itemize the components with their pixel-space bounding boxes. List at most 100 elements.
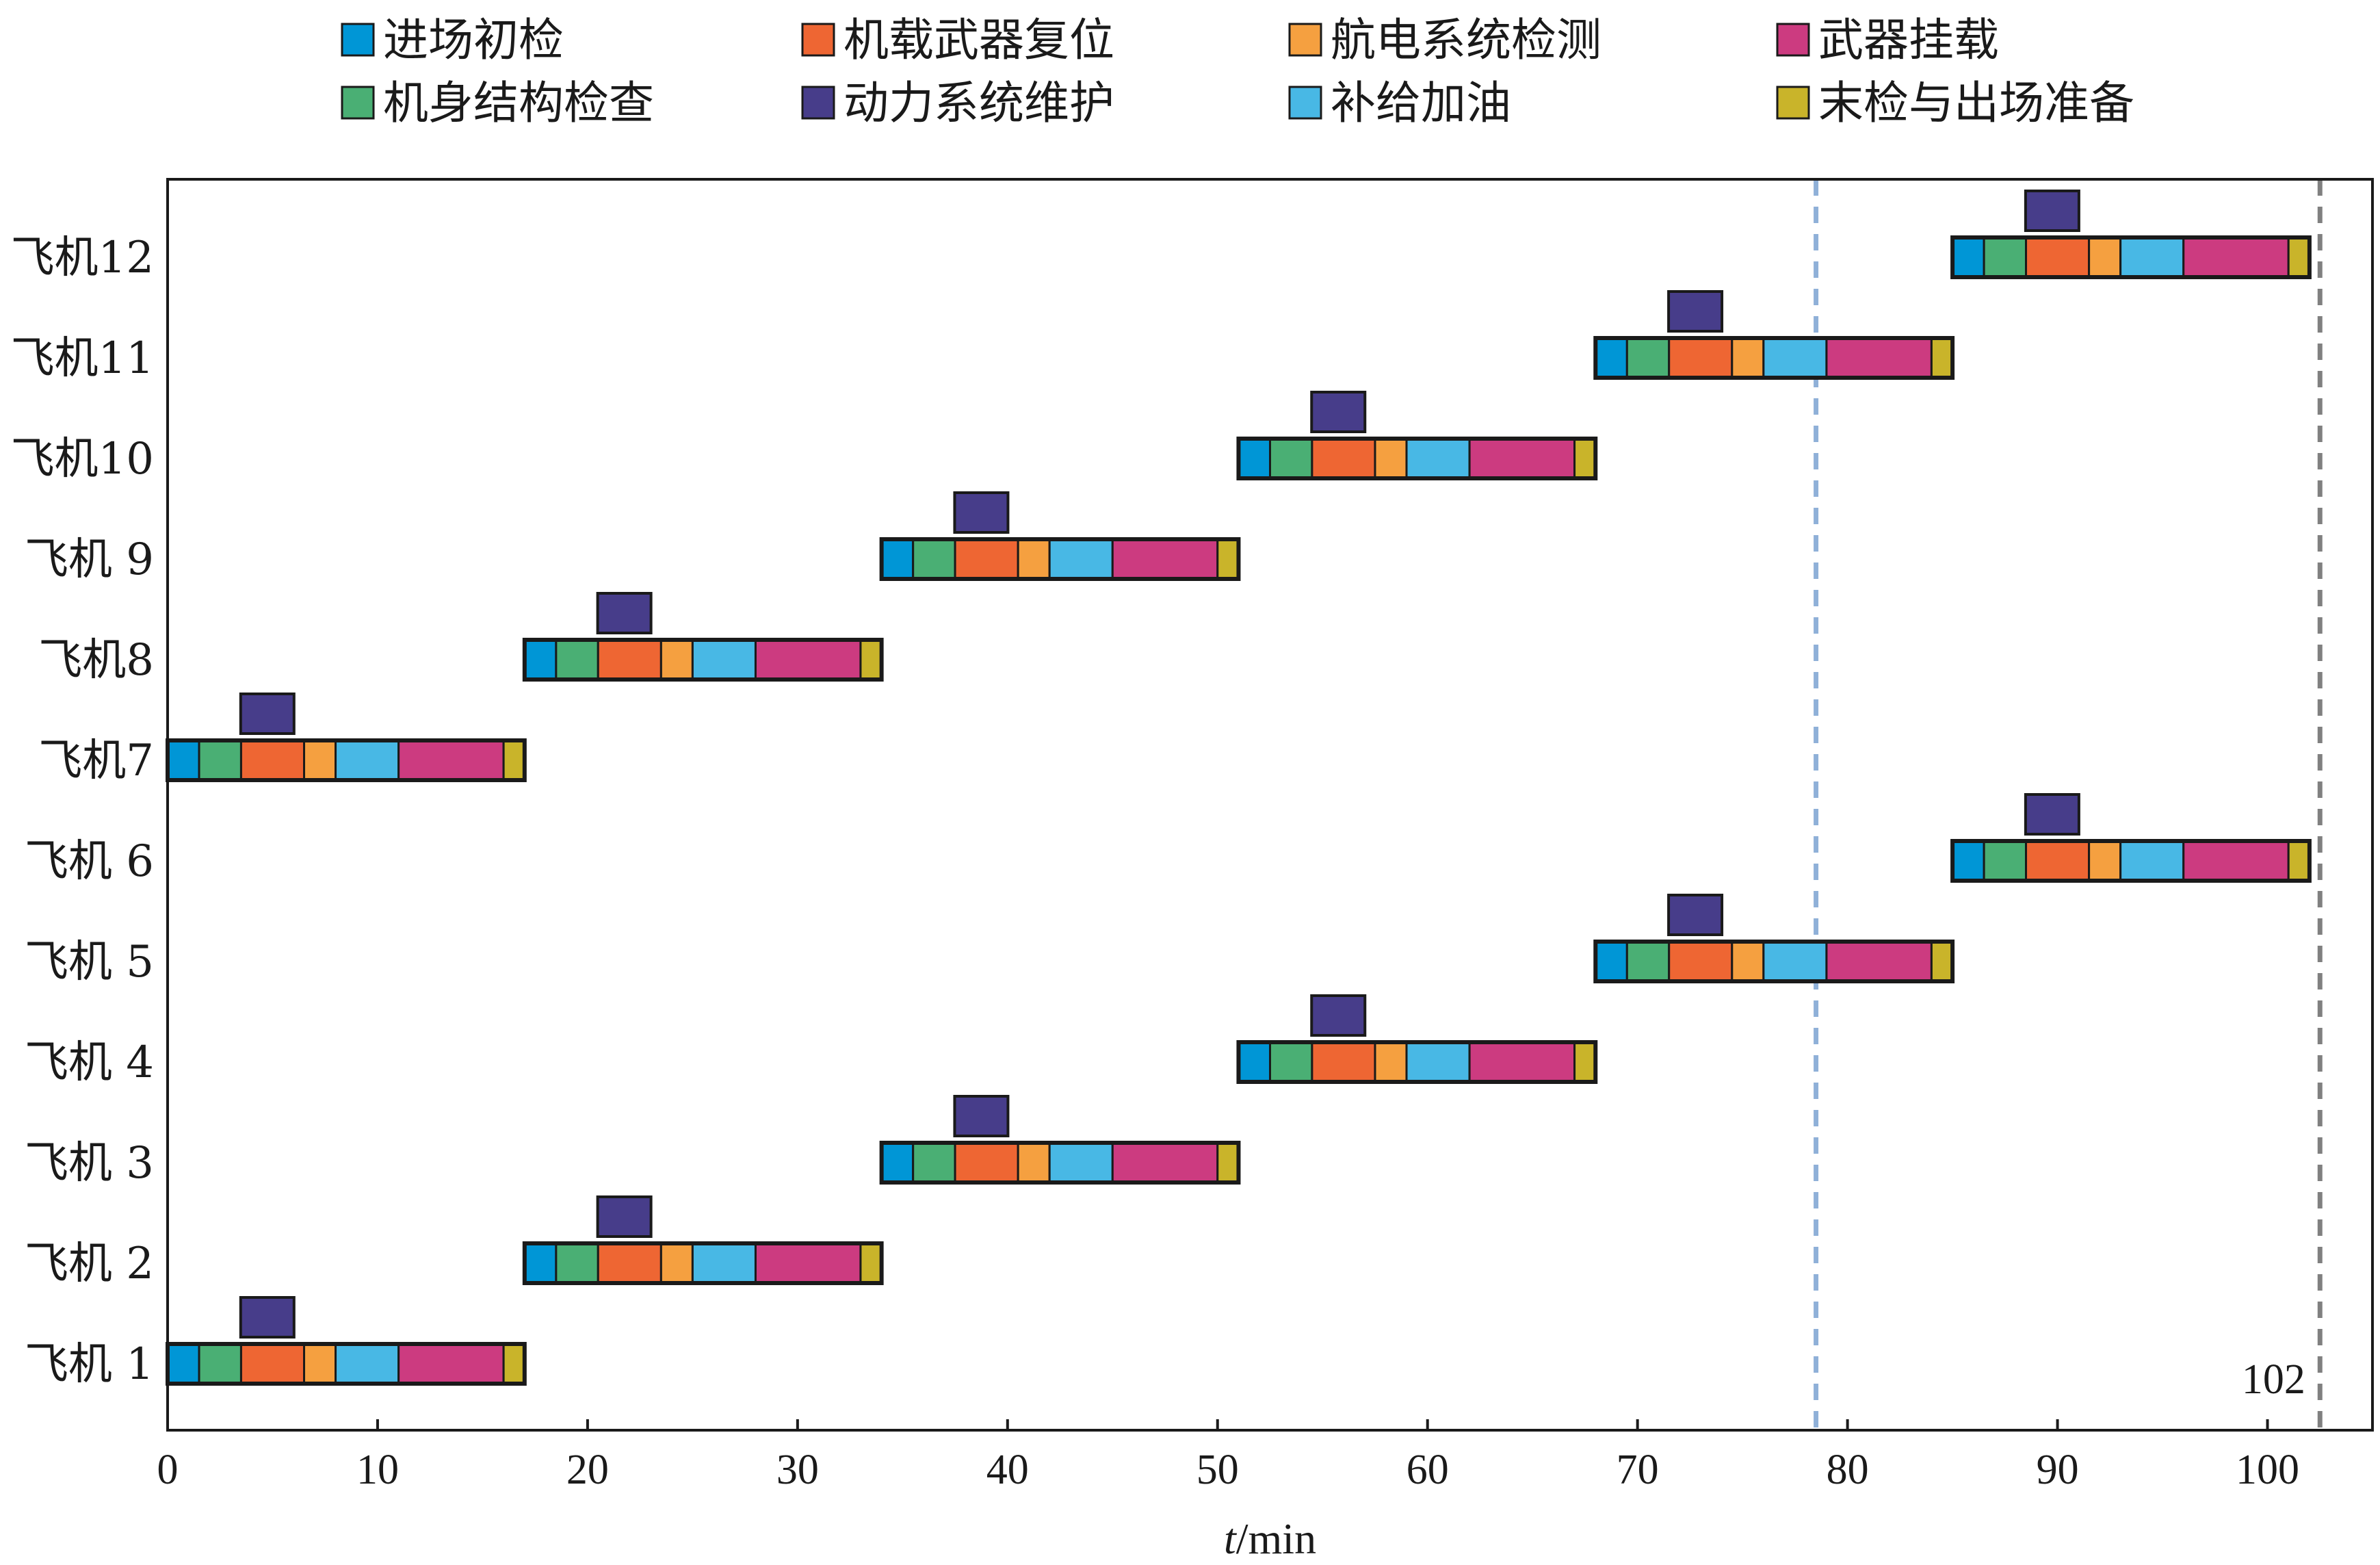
task-final [859, 1242, 883, 1284]
task-refuel [691, 638, 757, 681]
task-final [1573, 437, 1597, 480]
task-weapon_reset [597, 638, 662, 681]
task-entry [1594, 940, 1628, 983]
task-final [1930, 337, 1954, 379]
task-weapon_mount [1468, 1041, 1576, 1083]
x-axis-title: t/min [1224, 1514, 1316, 1563]
aircraft-row-3 [879, 1095, 1241, 1185]
task-final [1930, 940, 1954, 983]
task-entry [166, 739, 200, 781]
legend-label-weapon_reset: 机载武器复位 [844, 14, 1114, 66]
task-refuel [1048, 1141, 1114, 1184]
x-tick-label: 70 [1617, 1447, 1659, 1493]
task-weapon_reset [954, 1141, 1019, 1184]
y-tick-label: 飞机 1 [25, 1339, 154, 1390]
aircraft-row-9 [879, 491, 1241, 581]
plot-frame [166, 178, 2374, 1432]
legend-swatch-entry [341, 23, 375, 57]
task-structure [198, 739, 242, 781]
y-tick-label: 飞机12 [11, 233, 154, 283]
aircraft-row-1 [166, 1296, 527, 1386]
task-structure [555, 1242, 599, 1284]
y-tick-label: 飞机 4 [25, 1037, 154, 1088]
task-avionics [1731, 337, 1765, 379]
y-tick-label: 飞机 6 [25, 836, 154, 887]
task-avionics [2088, 236, 2122, 279]
task-weapon_reset [2025, 840, 2091, 882]
task-structure [198, 1343, 242, 1385]
task-avionics [1374, 437, 1408, 480]
task-bar-outline [1236, 437, 1598, 480]
x-axis-title-variable: t [1224, 1514, 1238, 1563]
legend-label-structure: 机身结构检查 [383, 77, 654, 129]
task-entry [880, 538, 915, 580]
task-power [596, 1195, 653, 1238]
task-entry [523, 1242, 558, 1284]
aircraft-row-4 [1236, 994, 1598, 1084]
task-final [2287, 840, 2311, 882]
task-structure [1269, 437, 1313, 480]
task-weapon_mount [1825, 337, 1933, 379]
task-weapon_reset [239, 739, 306, 781]
task-bar-outline [1236, 1040, 1598, 1084]
x-tick-label: 100 [2236, 1447, 2299, 1493]
aircraft-row-11 [1593, 290, 1955, 380]
task-power [2024, 793, 2080, 836]
aircraft-row-8 [522, 592, 884, 682]
task-avionics [1374, 1041, 1408, 1083]
task-weapon_reset [1668, 337, 1734, 379]
task-avionics [1017, 1141, 1051, 1184]
x-axis-title-unit: /min [1236, 1514, 1316, 1563]
task-weapon_mount [2182, 840, 2290, 882]
legend-swatch-avionics [1288, 23, 1322, 57]
y-tick-label: 飞机 2 [25, 1239, 154, 1289]
task-weapon_mount [754, 638, 862, 681]
legend-swatch-structure [341, 86, 375, 120]
task-structure [1625, 337, 1671, 379]
task-avionics [1731, 940, 1765, 983]
task-weapon_mount [397, 1343, 505, 1385]
task-bar-outline [879, 537, 1241, 581]
aircraft-row-10 [1236, 391, 1598, 480]
aircraft-row-2 [522, 1195, 884, 1285]
y-tick-label: 飞机10 [11, 434, 154, 484]
legend-label-weapon_mount: 武器挂载 [1818, 14, 1999, 66]
task-weapon_mount [1825, 940, 1933, 983]
legend-swatch-power [801, 86, 835, 120]
y-axis-labels: 飞机 1 飞机 2 飞机 3 飞机 4 飞机 5 飞机 6 飞机7 飞机8 飞机 9 飞机10 飞机… [11, 233, 154, 1390]
legend-swatch-final [1776, 86, 1810, 120]
task-refuel [691, 1242, 757, 1284]
task-bar-outline [522, 1241, 884, 1285]
task-structure [1983, 236, 2028, 279]
task-weapon_reset [954, 538, 1019, 580]
task-power [2024, 190, 2080, 232]
task-refuel [335, 1343, 400, 1385]
task-avionics [1017, 538, 1051, 580]
task-final [2287, 236, 2311, 279]
task-entry [1237, 437, 1272, 480]
task-structure [912, 538, 956, 580]
legend-label-refuel: 补给加油 [1331, 77, 1511, 129]
task-weapon_mount [1468, 437, 1576, 480]
task-weapon_mount [1111, 1141, 1219, 1184]
task-entry [1237, 1041, 1272, 1083]
task-structure [555, 638, 599, 681]
task-avionics [659, 1242, 694, 1284]
task-power [596, 592, 653, 634]
task-final [1573, 1041, 1597, 1083]
x-tick-label: 90 [2037, 1447, 2079, 1493]
y-tick-label: 飞机11 [11, 333, 154, 384]
task-refuel [1405, 1041, 1471, 1083]
x-tick-label: 50 [1196, 1447, 1239, 1493]
task-final [502, 739, 526, 781]
task-entry [1951, 840, 1985, 882]
task-structure [1269, 1041, 1313, 1083]
task-bar-outline [522, 638, 884, 682]
task-power [239, 1296, 296, 1338]
legend-swatch-refuel [1288, 86, 1322, 120]
task-power [1310, 391, 1367, 433]
task-bar-outline [1950, 235, 2312, 279]
task-final [859, 638, 883, 681]
task-refuel [1405, 437, 1471, 480]
x-tick-label: 80 [1827, 1447, 1869, 1493]
